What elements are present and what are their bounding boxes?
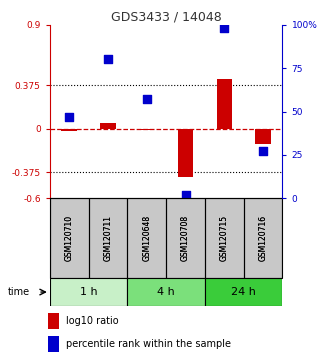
Bar (139, 129, 154, 130)
Text: GSM120716: GSM120716 (259, 215, 268, 261)
Point (144, 97, 149, 102)
Text: 24 h: 24 h (231, 287, 256, 297)
Bar (100, 123, 116, 129)
Bar (127, 198, 166, 278)
Text: GSM120710: GSM120710 (65, 215, 74, 261)
Text: 1 h: 1 h (80, 287, 97, 297)
Bar (217, 79, 232, 129)
Point (183, 192, 188, 198)
Bar (50, 198, 89, 278)
Bar (89, 198, 127, 278)
Bar (48, 313, 59, 329)
Point (261, 149, 266, 154)
Text: GSM120715: GSM120715 (220, 215, 229, 261)
Bar (205, 278, 282, 306)
Text: GSM120648: GSM120648 (142, 215, 151, 261)
Point (222, 25, 227, 31)
Bar (61, 129, 77, 131)
Bar (127, 278, 205, 306)
Text: GSM120710: GSM120710 (65, 215, 74, 261)
Text: GSM120711: GSM120711 (103, 215, 112, 261)
Text: GSM120715: GSM120715 (220, 215, 229, 261)
Point (105, 57, 110, 62)
Bar (48, 336, 59, 352)
Bar (255, 129, 271, 144)
Bar (166, 198, 205, 278)
Text: GSM120708: GSM120708 (181, 215, 190, 261)
Point (66, 114, 72, 120)
Bar (178, 129, 193, 177)
Bar (244, 198, 282, 278)
Text: 4 h: 4 h (157, 287, 175, 297)
Text: percentile rank within the sample: percentile rank within the sample (66, 339, 231, 349)
Text: GSM120648: GSM120648 (142, 215, 151, 261)
Bar (50, 278, 127, 306)
Text: log10 ratio: log10 ratio (66, 316, 118, 326)
Text: time: time (8, 287, 30, 297)
Text: GSM120708: GSM120708 (181, 215, 190, 261)
Bar (205, 198, 244, 278)
Text: GSM120711: GSM120711 (103, 215, 112, 261)
Text: GSM120716: GSM120716 (259, 215, 268, 261)
Title: GDS3433 / 14048: GDS3433 / 14048 (111, 11, 221, 24)
